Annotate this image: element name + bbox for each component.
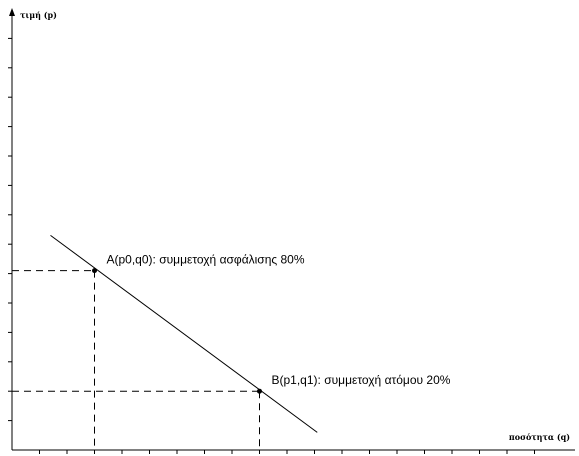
point-b-marker — [257, 388, 262, 394]
guide-lines — [12, 270, 260, 450]
y-axis-label: τιμή (p) — [20, 10, 57, 20]
point-b-label: B(p1,q1): συμμετοχή ατόμου 20% — [272, 373, 451, 387]
marked-points: A(p0,q0): συμμετοχή ασφάλισης 80% B(p1,q1… — [92, 253, 451, 394]
point-a-label: A(p0,q0): συμμετοχή ασφάλισης 80% — [107, 253, 305, 267]
point-a-marker — [92, 268, 97, 274]
axis-ticks — [8, 37, 535, 454]
x-axis-label: ποσότητα (q) — [509, 432, 570, 442]
y-axis-arrow-icon — [9, 8, 15, 16]
